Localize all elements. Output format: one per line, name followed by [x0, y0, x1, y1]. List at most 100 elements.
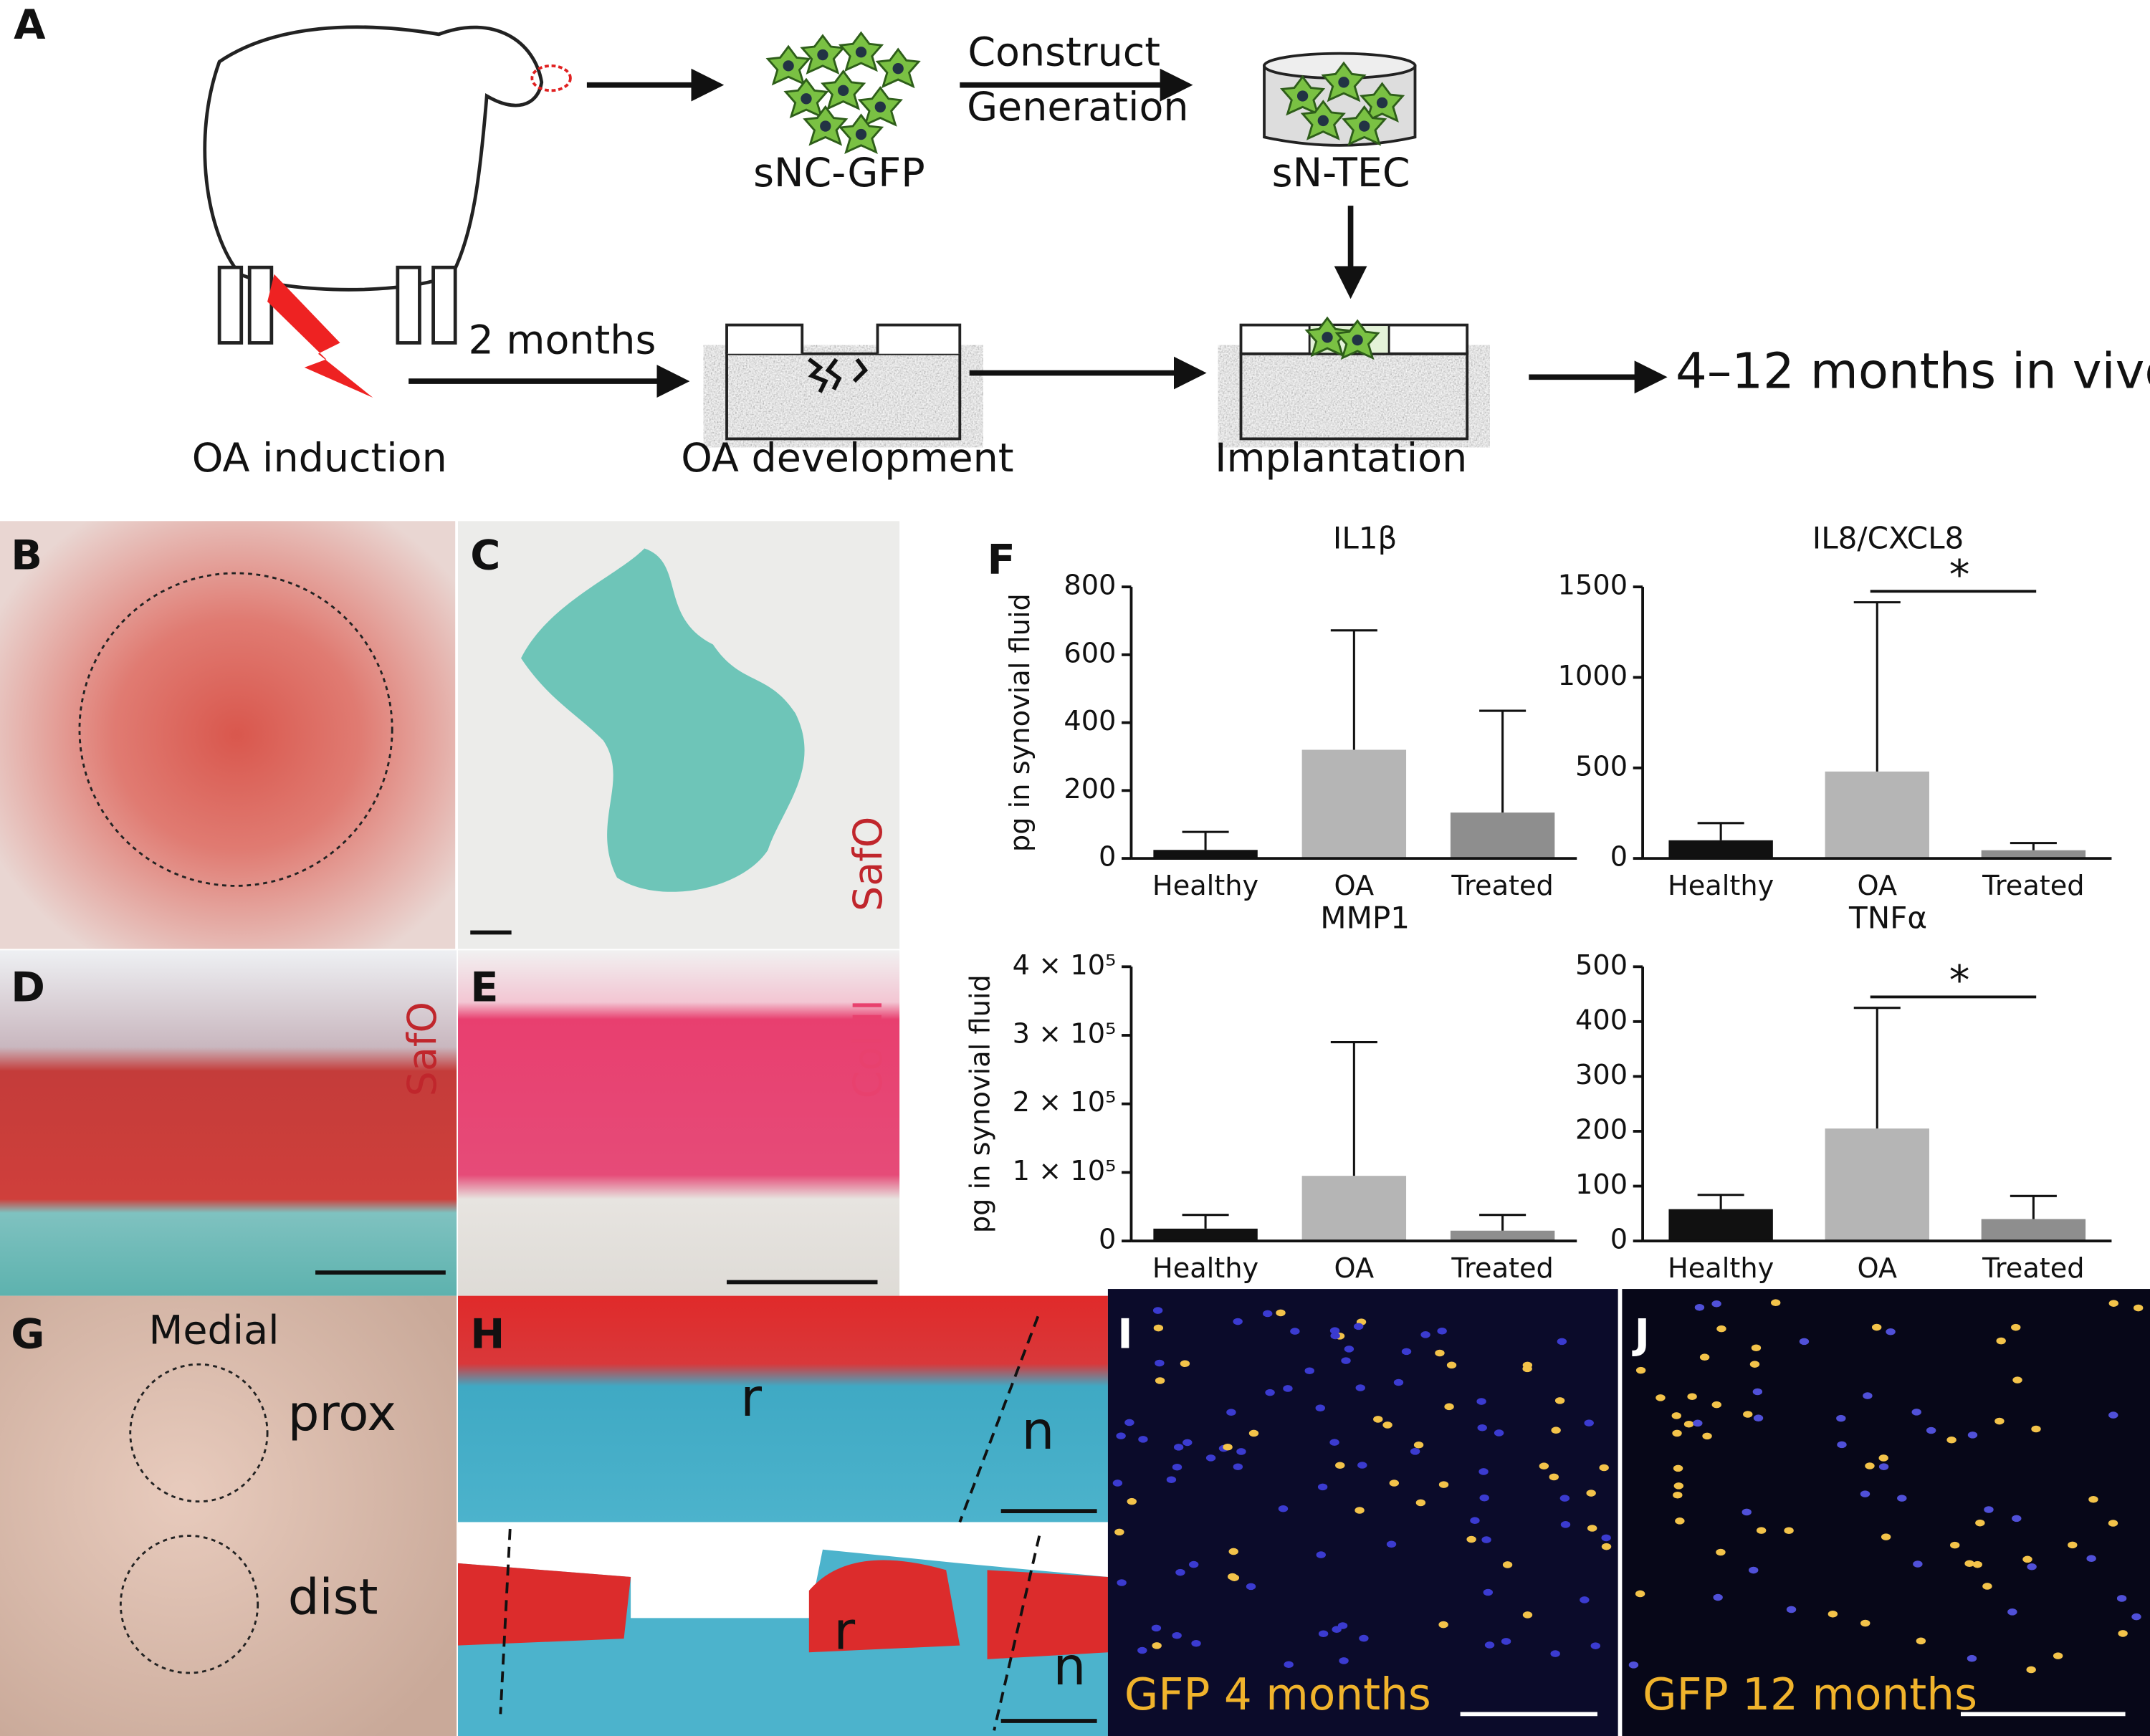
nucleus	[2118, 1630, 2128, 1637]
nucleus	[1964, 1560, 1974, 1568]
photo-e	[458, 950, 900, 1296]
bar	[1450, 1230, 1555, 1242]
label: r	[833, 1601, 855, 1661]
nucleus	[2116, 1595, 2127, 1602]
nucleus	[1713, 1593, 1723, 1601]
nucleus	[1389, 1480, 1399, 1487]
nucleus	[1152, 1307, 1163, 1314]
nucleus	[1233, 1318, 1243, 1325]
y-tick-label: 1000	[1558, 660, 1628, 692]
y-tick-label: 800	[1064, 570, 1116, 602]
photo-b	[0, 521, 456, 949]
nucleus	[1828, 1610, 1838, 1618]
photo-d	[0, 950, 457, 1296]
defect-outline	[78, 572, 393, 887]
nucleus	[1155, 1359, 1165, 1367]
nucleus	[1994, 1417, 2005, 1425]
nucleus	[1329, 1439, 1339, 1446]
nucleus	[1353, 1323, 1364, 1330]
nucleus	[1865, 1462, 1875, 1469]
nucleus	[1863, 1392, 1873, 1399]
y-tick-label: 500	[1575, 750, 1628, 782]
nucleus	[1435, 1349, 1445, 1357]
implant-block	[1239, 317, 1469, 441]
y-tick-label: 1 × 10⁵	[1013, 1155, 1117, 1187]
nucleus	[1673, 1464, 1683, 1472]
nucleus	[1172, 1463, 1182, 1471]
nucleus	[1484, 1641, 1495, 1649]
nucleus	[1116, 1432, 1126, 1439]
boundary	[499, 1528, 512, 1715]
nucleus	[1635, 1590, 1645, 1598]
nucleus	[1878, 1463, 1889, 1470]
nucleus	[1972, 1560, 1982, 1568]
nucleus	[1335, 1462, 1345, 1469]
nucleus	[1138, 1436, 1148, 1443]
nucleus	[1601, 1534, 1611, 1542]
label: sN-TEC	[1272, 150, 1410, 196]
x-tick-label: OA	[1334, 1252, 1375, 1285]
nucleus	[1950, 1541, 1960, 1549]
nucleus	[1687, 1393, 1697, 1401]
nucleus	[2108, 1411, 2118, 1419]
y-tick-label: 300	[1575, 1059, 1628, 1091]
nucleus	[1172, 1631, 1182, 1639]
nucleus	[1393, 1378, 1404, 1386]
nucleus	[1127, 1497, 1137, 1505]
nucleus	[1886, 1328, 1896, 1335]
nucleus	[1749, 1566, 1759, 1574]
nucleus	[1982, 1583, 1992, 1590]
nucleus	[1466, 1535, 1476, 1543]
x-tick-label: OA	[1857, 870, 1897, 902]
nucleus	[1756, 1527, 1767, 1534]
label: prox	[288, 1385, 396, 1442]
nucleus	[1683, 1420, 1694, 1428]
nucleus	[1483, 1588, 1494, 1596]
nucleus	[1673, 1482, 1684, 1490]
nucleus	[1716, 1325, 1726, 1333]
nucleus	[1329, 1327, 1340, 1334]
nucleus	[1316, 1551, 1326, 1558]
label: Implantation	[1215, 435, 1467, 481]
label: Construct	[968, 29, 1160, 76]
nucleus	[1671, 1412, 1681, 1419]
x-tick-label: Healthy	[1668, 870, 1774, 902]
nucleus	[1786, 1606, 1797, 1613]
nucleus	[1339, 1657, 1349, 1664]
y-tick-label: 500	[1575, 949, 1628, 982]
nucleus	[1359, 1634, 1369, 1642]
caption: GFP 4 months	[1124, 1669, 1431, 1720]
nucleus	[1330, 1332, 1340, 1340]
bar	[1825, 1128, 1929, 1242]
chart-title: IL8/CXCL8	[1812, 521, 1964, 556]
dish	[1263, 52, 1417, 147]
nucleus	[1318, 1630, 1329, 1638]
x-tick-label: Healthy	[1152, 1252, 1258, 1285]
nucleus	[1415, 1499, 1426, 1507]
nucleus	[1481, 1536, 1491, 1543]
nucleus	[2012, 1376, 2022, 1383]
y-tick-label: 0	[1099, 841, 1116, 873]
nucleus	[1742, 1508, 1752, 1516]
nucleus	[1916, 1637, 1926, 1645]
nucleus	[1137, 1646, 1147, 1654]
y-tick-label: 600	[1064, 637, 1116, 669]
nucleus	[1117, 1579, 1127, 1586]
nucleus	[2022, 1555, 2032, 1563]
nucleus	[1304, 1367, 1314, 1375]
nucleus	[1478, 1468, 1489, 1475]
nucleus	[1438, 1481, 1449, 1488]
caption: GFP 12 months	[1643, 1669, 1977, 1720]
nucleus	[1590, 1642, 1600, 1649]
nucleus	[1699, 1353, 1710, 1361]
nucleus	[1836, 1414, 1846, 1422]
nucleus	[1913, 1560, 1923, 1568]
nucleus	[1550, 1650, 1560, 1657]
chart-title: IL1β	[1333, 521, 1397, 556]
nucleus	[1784, 1527, 1794, 1535]
nucleus	[1278, 1505, 1289, 1512]
panel-label: J	[1632, 1310, 1650, 1358]
nucleus	[2011, 1323, 2021, 1331]
label: 2 months	[468, 317, 656, 364]
